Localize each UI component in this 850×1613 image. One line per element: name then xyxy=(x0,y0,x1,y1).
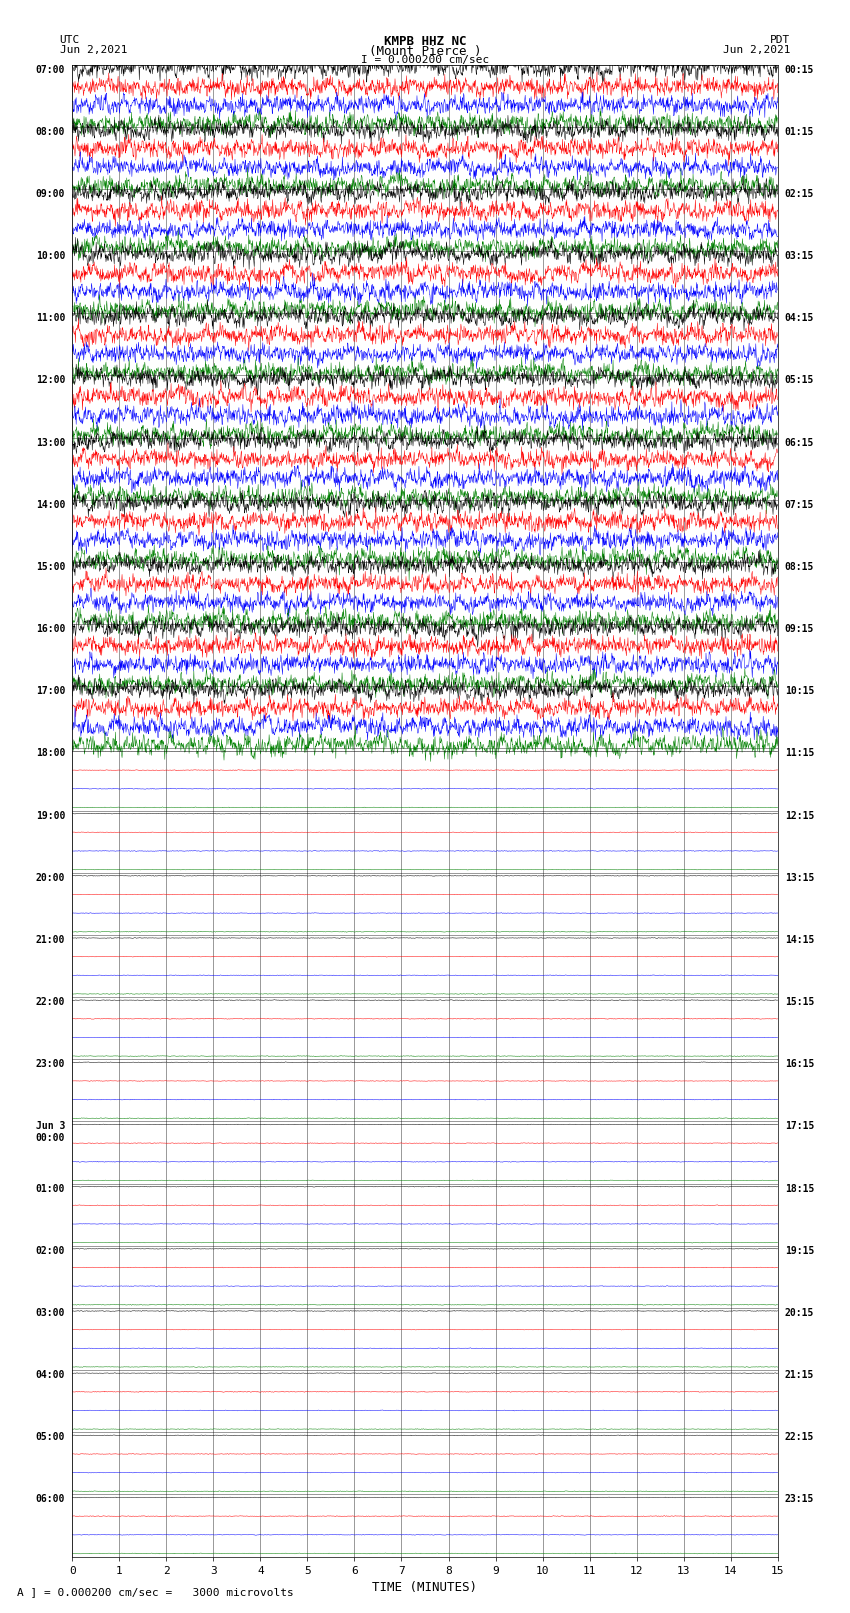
Text: 13:00: 13:00 xyxy=(36,437,65,447)
Text: Jun 2,2021: Jun 2,2021 xyxy=(60,45,127,55)
Text: UTC: UTC xyxy=(60,35,80,45)
Text: 04:00: 04:00 xyxy=(36,1369,65,1381)
Text: 12:00: 12:00 xyxy=(36,376,65,386)
Text: PDT: PDT xyxy=(770,35,790,45)
Text: 22:15: 22:15 xyxy=(785,1432,814,1442)
X-axis label: TIME (MINUTES): TIME (MINUTES) xyxy=(372,1581,478,1594)
Text: 08:00: 08:00 xyxy=(36,127,65,137)
Text: 20:00: 20:00 xyxy=(36,873,65,882)
Text: 20:15: 20:15 xyxy=(785,1308,814,1318)
Text: 03:15: 03:15 xyxy=(785,252,814,261)
Text: 18:00: 18:00 xyxy=(36,748,65,758)
Text: 09:00: 09:00 xyxy=(36,189,65,198)
Text: 21:15: 21:15 xyxy=(785,1369,814,1381)
Text: 22:00: 22:00 xyxy=(36,997,65,1007)
Text: 04:15: 04:15 xyxy=(785,313,814,323)
Text: 16:15: 16:15 xyxy=(785,1060,814,1069)
Text: Jun 2,2021: Jun 2,2021 xyxy=(723,45,791,55)
Text: 17:00: 17:00 xyxy=(36,686,65,697)
Text: 09:15: 09:15 xyxy=(785,624,814,634)
Text: 19:15: 19:15 xyxy=(785,1245,814,1255)
Text: 21:00: 21:00 xyxy=(36,936,65,945)
Text: 10:15: 10:15 xyxy=(785,686,814,697)
Text: 18:15: 18:15 xyxy=(785,1184,814,1194)
Text: 11:15: 11:15 xyxy=(785,748,814,758)
Text: 06:00: 06:00 xyxy=(36,1494,65,1505)
Text: Jun 3: Jun 3 xyxy=(36,1121,65,1131)
Text: 14:00: 14:00 xyxy=(36,500,65,510)
Text: 10:00: 10:00 xyxy=(36,252,65,261)
Text: (Mount Pierce ): (Mount Pierce ) xyxy=(369,45,481,58)
Text: 01:15: 01:15 xyxy=(785,127,814,137)
Text: 00:00: 00:00 xyxy=(36,1132,65,1142)
Text: 02:15: 02:15 xyxy=(785,189,814,198)
Text: 23:15: 23:15 xyxy=(785,1494,814,1505)
Text: 01:00: 01:00 xyxy=(36,1184,65,1194)
Text: 05:15: 05:15 xyxy=(785,376,814,386)
Text: 08:15: 08:15 xyxy=(785,561,814,573)
Text: 02:00: 02:00 xyxy=(36,1245,65,1255)
Text: 12:15: 12:15 xyxy=(785,811,814,821)
Text: 13:15: 13:15 xyxy=(785,873,814,882)
Text: 16:00: 16:00 xyxy=(36,624,65,634)
Text: 03:00: 03:00 xyxy=(36,1308,65,1318)
Text: 23:00: 23:00 xyxy=(36,1060,65,1069)
Text: 15:00: 15:00 xyxy=(36,561,65,573)
Text: 00:15: 00:15 xyxy=(785,65,814,74)
Text: 05:00: 05:00 xyxy=(36,1432,65,1442)
Text: 19:00: 19:00 xyxy=(36,811,65,821)
Text: 07:00: 07:00 xyxy=(36,65,65,74)
Text: 14:15: 14:15 xyxy=(785,936,814,945)
Text: 07:15: 07:15 xyxy=(785,500,814,510)
Text: 15:15: 15:15 xyxy=(785,997,814,1007)
Text: 11:00: 11:00 xyxy=(36,313,65,323)
Text: KMPB HHZ NC: KMPB HHZ NC xyxy=(383,35,467,48)
Text: I = 0.000200 cm/sec: I = 0.000200 cm/sec xyxy=(361,55,489,65)
Text: A ] = 0.000200 cm/sec =   3000 microvolts: A ] = 0.000200 cm/sec = 3000 microvolts xyxy=(17,1587,294,1597)
Text: 17:15: 17:15 xyxy=(785,1121,814,1131)
Text: 06:15: 06:15 xyxy=(785,437,814,447)
